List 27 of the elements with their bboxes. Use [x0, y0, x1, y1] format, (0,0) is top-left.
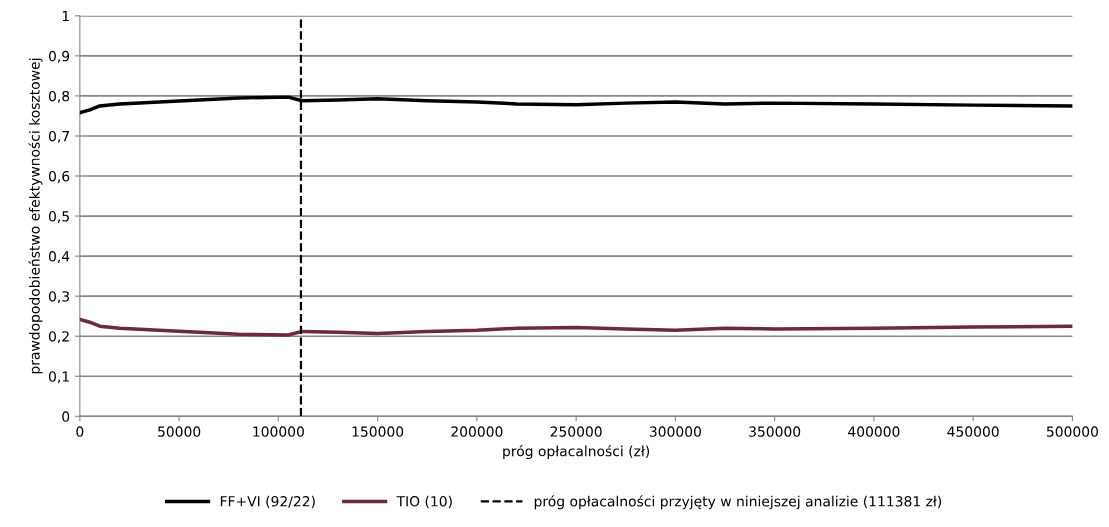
y-tick-label: 0,5 [48, 211, 69, 223]
x-tick-label: 100000 [253, 426, 304, 437]
x-tick-label: 0 [76, 426, 84, 437]
x-tick-label: 250000 [550, 426, 602, 437]
y-tick-label: 0,4 [48, 251, 70, 264]
legend-label: FF+VI (92/22) [220, 495, 315, 509]
y-tick-label: 0,3 [48, 291, 70, 304]
x-tick-label: 500000 [1046, 426, 1098, 437]
x-tick-label: 150000 [352, 426, 404, 437]
y-tick-label: 0 [62, 411, 70, 422]
x-axis-title: próg opłacalności (zł) [503, 445, 650, 460]
y-tick-label: 0,9 [48, 50, 70, 63]
y-tick-label: 0,6 [48, 170, 70, 183]
legend-label: próg opłacalności przyjęty w niniejszej analizie (111381 zł) [534, 495, 942, 510]
x-tick-label: 400000 [848, 426, 900, 437]
y-tick-label: 0,1 [48, 371, 69, 384]
x-tick-label: 450000 [947, 426, 999, 437]
y-tick-label: 0,8 [48, 90, 70, 103]
x-tick-label: 50000 [158, 426, 201, 437]
y-tick-label: 0,7 [48, 130, 69, 143]
x-tick-label: 300000 [649, 426, 701, 437]
y-axis-title: prawdopodobieństwo efektywności kosztowej [28, 58, 43, 374]
y-tick-label: 0,2 [48, 331, 69, 344]
x-tick-label: 200000 [451, 426, 503, 437]
legend-label: TIO (10) [396, 495, 452, 509]
x-tick-label: 350000 [749, 426, 801, 437]
y-tick-label: 1 [62, 10, 69, 22]
